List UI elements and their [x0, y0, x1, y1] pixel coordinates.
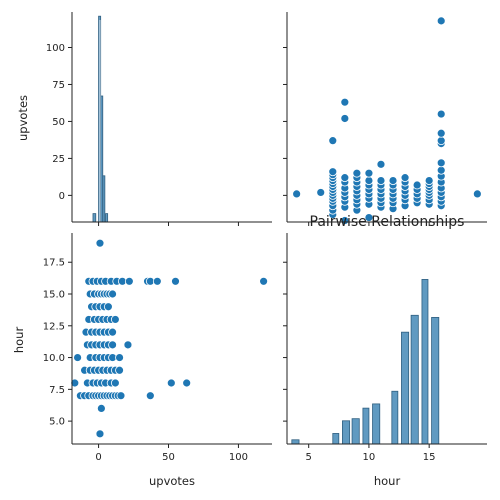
upvotes-hour-scatter-y-tick-label-0: 5.0: [49, 417, 65, 428]
upvotes-hist-y-tick-label-2: 50: [52, 117, 65, 128]
hour-upvotes-scatter-point-51: [376, 159, 386, 169]
hour-hist-bar-5: [372, 403, 381, 445]
hour-upvotes-scatter-point-87: [436, 158, 446, 168]
upvotes-hour-scatter-point-87: [124, 276, 134, 286]
hour-hist-bar-9: [421, 279, 429, 445]
upvotes-hour-scatter-point-17: [70, 378, 80, 388]
hour-upvotes-scatter-point-58: [388, 176, 398, 185]
upvotes-hour-scatter-point-78: [108, 289, 117, 299]
upvotes-hour-scatter-point-43: [115, 353, 124, 362]
upvotes-hour-scatter-x-tick-label-0: 0: [95, 452, 101, 463]
upvotes-hour-scatter-point-93: [95, 238, 105, 248]
hour-hist-bar-0: [291, 439, 300, 445]
hour-upvotes-scatter-point-43: [364, 168, 374, 178]
hour-hist-bar-6: [391, 390, 399, 445]
upvotes-hour-scatter-point-0: [95, 429, 105, 439]
figure-title: Pairwise Relationships: [310, 214, 465, 230]
upvotes-hour-scatter-point-36: [73, 353, 82, 362]
upvotes-hist-bar-4: [105, 213, 109, 223]
hour-hist-bar-4: [362, 407, 370, 445]
upvotes-hour-scatter-point-35: [115, 365, 124, 375]
upvotes-hour-scatter-point-26: [182, 378, 192, 388]
upvotes-hour-scatter-point-50: [108, 340, 117, 350]
upvotes-hist-bar-3: [102, 175, 106, 223]
upvotes-hour-scatter-point-70: [103, 302, 113, 312]
y-axis-label-upvotes: upvotes: [16, 95, 30, 141]
hour-hist-bar-7: [401, 331, 410, 445]
upvotes-hour-scatter-point-91: [171, 276, 180, 286]
hour-hist-x-tick-label-1: 10: [363, 452, 376, 463]
upvotes-hour-scatter-y-tick-label-5: 17.5: [43, 258, 65, 269]
upvotes-hist-y-tick-label-1: 25: [52, 154, 65, 165]
upvotes-hour-scatter-point-92: [259, 276, 269, 286]
hour-upvotes-scatter-point-65: [400, 173, 410, 183]
hour-upvotes-scatter-point-24: [340, 173, 350, 183]
hour-upvotes-scatter-point-78: [424, 176, 434, 185]
hour-upvotes-scatter-point-17: [340, 216, 350, 225]
upvotes-hour-scatter-point-1: [96, 404, 106, 413]
hour-upvotes-scatter-point-0: [292, 189, 302, 199]
upvotes-hour-scatter-y-tick-label-2: 10.0: [43, 353, 65, 364]
upvotes-hour-scatter-point-15: [116, 391, 126, 401]
upvotes-hour-scatter-x-tick-label-2: 100: [229, 452, 248, 463]
hour-upvotes-scatter-point-86: [436, 165, 446, 175]
upvotes-hour-scatter-point-65: [110, 315, 120, 324]
hour-hist-bar-3: [351, 418, 360, 445]
hour-upvotes-scatter-point-70: [412, 180, 422, 190]
hour-upvotes-scatter-point-1: [316, 188, 326, 197]
hour-upvotes-scatter-point-16: [328, 136, 338, 146]
upvotes-hour-scatter-point-51: [123, 340, 133, 350]
hour-hist-x-tick-label-0: 5: [305, 452, 311, 463]
hour-upvotes-scatter-point-90: [436, 128, 446, 138]
hour-upvotes-scatter-point-93: [472, 189, 482, 199]
upvotes-hour-scatter-x-tick-label-1: 50: [162, 452, 175, 463]
hour-upvotes-scatter-point-91: [436, 109, 446, 119]
upvotes-hist-bar-0: [92, 213, 97, 223]
upvotes-hour-scatter-y-tick-label-3: 12.5: [43, 321, 65, 332]
hour-upvotes-scatter-point-26: [340, 97, 350, 107]
hour-upvotes-scatter-point-42: [364, 176, 374, 185]
upvotes-hour-scatter-y-tick-label-1: 7.5: [49, 385, 65, 396]
x-axis-label-upvotes: upvotes: [149, 474, 195, 488]
x-axis-label-hour: hour: [374, 474, 401, 488]
hour-hist-x-tick-label-2: 15: [423, 452, 436, 463]
hour-upvotes-scatter-point-35: [352, 168, 362, 178]
hour-upvotes-scatter-point-89: [436, 136, 446, 146]
hour-upvotes-scatter-point-50: [376, 176, 386, 185]
panels-layer: 0 25 50 75 100 0 50 100 5.0 7.5 10.0 12.5 15.0 17.5 5 1…: [43, 12, 487, 463]
upvotes-hour-scatter-point-24: [110, 378, 120, 388]
hour-upvotes-scatter-point-92: [436, 16, 446, 26]
upvotes-hist-y-tick-label-3: 75: [52, 80, 65, 91]
y-axis-label-hour: hour: [12, 327, 26, 354]
upvotes-hour-scatter-y-tick-label-4: 15.0: [43, 290, 65, 301]
hour-upvotes-scatter-point-15: [328, 167, 338, 177]
upvotes-hist-y-tick-label-4: 100: [46, 43, 65, 54]
hour-upvotes-scatter-point-25: [340, 114, 350, 123]
upvotes-hour-scatter-point-90: [152, 276, 162, 286]
upvotes-hour-scatter-point-58: [108, 327, 117, 337]
hour-hist-bar-2: [342, 420, 351, 445]
upvotes-hour-scatter-point-16: [145, 391, 155, 401]
hour-hist-bar-10: [431, 316, 440, 445]
hour-hist-bar-1: [332, 433, 340, 445]
hour-hist-bar-8: [410, 314, 419, 445]
upvotes-hist-y-tick-label-0: 0: [59, 191, 65, 202]
upvotes-hour-scatter-point-25: [166, 378, 176, 388]
